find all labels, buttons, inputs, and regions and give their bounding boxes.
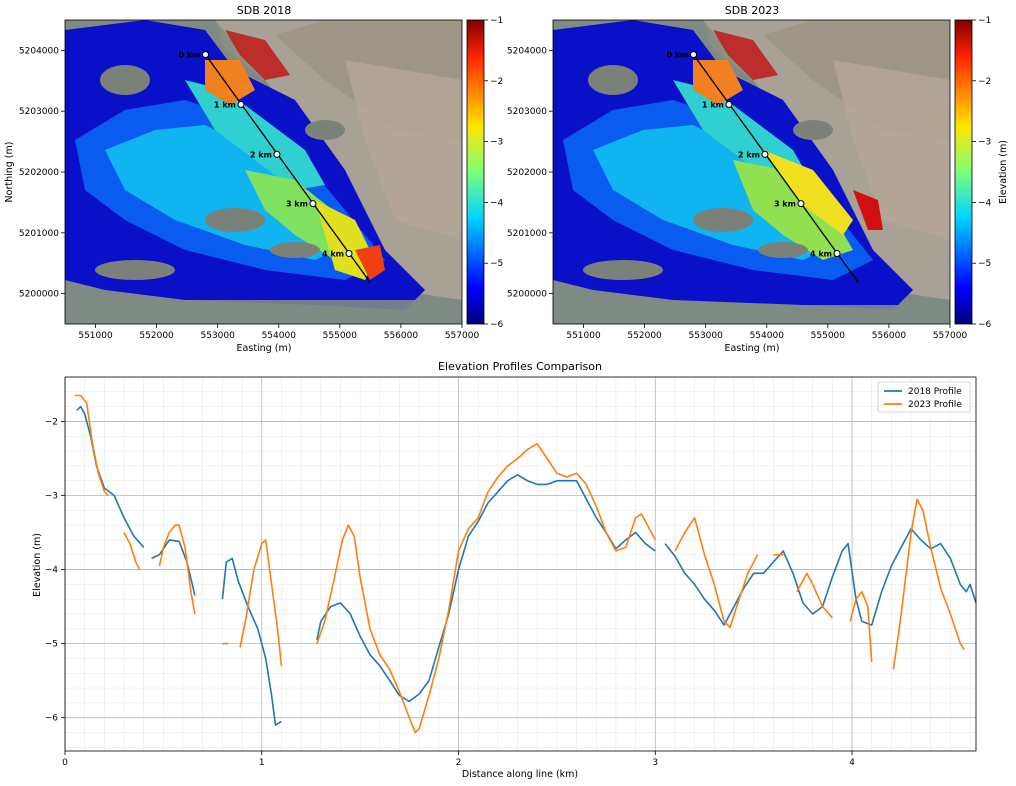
transect-line: 0 km 1 km 2 km 3 km 4 km: [178, 51, 371, 284]
series-line-segment: [123, 532, 141, 570]
x-axis-ticks: 551000 552000 553000 554000 555000 556000 5570…: [78, 324, 479, 341]
series-line-segment: [892, 498, 965, 670]
y-axis-ticks: −2 −3 −4 −5 −6: [45, 417, 65, 724]
series-line-segment: [316, 442, 657, 734]
colorbar-tick-label: −4: [490, 198, 504, 208]
km-marker: [345, 249, 353, 257]
y-axis-label: Northing (m): [4, 142, 15, 203]
x-tick-label: 551000: [78, 331, 113, 341]
y-tick-label: 5203000: [19, 107, 59, 117]
series-line-segment: [239, 539, 283, 666]
colorbar: −1 −2 −3 −4 −5 −6: [466, 16, 504, 330]
plot-frame: [64, 376, 977, 752]
y-tick-label: 5201000: [19, 229, 59, 239]
x-tick-label: 4: [849, 758, 855, 768]
x-tick-label: 557000: [445, 331, 480, 341]
km-marker-label: 0 km: [178, 51, 200, 60]
y-tick-label: 5202000: [19, 168, 59, 178]
colorbar-tick-label: −3: [490, 138, 503, 148]
series-line-segment: [316, 474, 656, 703]
map-image: [65, 20, 462, 324]
legend-label: 2023 Profile: [908, 400, 962, 410]
km-marker-label: 2 km: [250, 150, 272, 159]
transect: [204, 54, 371, 284]
colorbar-tick-label: −6: [490, 320, 504, 330]
colorbar-tick-label: −2: [490, 77, 503, 87]
y-tick-label: −3: [45, 491, 58, 501]
series-line-segment: [74, 394, 109, 497]
x-axis-label: Distance along line (km): [462, 769, 578, 780]
profile-chart: Elevation Profiles Comparison 0 1 2 3 4 −2 −3…: [32, 360, 977, 780]
y-axis-ticks: 5200000 5201000 5202000 5203000 5204000: [19, 46, 65, 300]
y-tick-label: −5: [45, 640, 58, 650]
series-line-segment: [849, 591, 873, 663]
y-tick-label: 5204000: [19, 46, 59, 56]
legend-label: 2018 Profile: [908, 387, 962, 397]
series-2023: [74, 394, 965, 734]
series-line-segment: [796, 572, 833, 619]
km-marker-label: 3 km: [286, 200, 308, 209]
y-tick-label: −6: [45, 714, 59, 724]
km-marker: [237, 101, 245, 109]
y-tick-label: −2: [45, 417, 58, 427]
y-axis-label: Elevation (m): [32, 533, 43, 597]
x-tick-label: 0: [62, 758, 68, 768]
series-line-segment: [221, 557, 282, 726]
grid: [64, 377, 976, 751]
km-marker-label: 4 km: [322, 249, 344, 258]
x-tick-label: 553000: [201, 331, 236, 341]
series-line-segment: [158, 524, 196, 615]
map-sdb-2018: SDB 2018 5510: [4, 4, 504, 354]
profile-title: Elevation Profiles Comparison: [438, 360, 602, 373]
km-marker: [201, 51, 209, 59]
legend: 2018 Profile 2023 Profile: [877, 381, 971, 413]
x-tick-label: 3: [652, 758, 658, 768]
series-2018: [76, 405, 977, 726]
series-lines: [74, 394, 977, 734]
x-tick-label: 556000: [384, 331, 419, 341]
colorbar-scale: [466, 19, 485, 325]
series-line-segment: [76, 405, 145, 548]
series-line-segment: [674, 516, 759, 629]
map-title: SDB 2018: [237, 4, 292, 17]
x-tick-label: 2: [456, 758, 462, 768]
km-marker: [309, 200, 317, 208]
x-axis-label: Easting (m): [237, 343, 292, 354]
y-tick-label: −4: [45, 566, 59, 576]
km-marker: [273, 150, 281, 158]
x-axis-ticks: 0 1 2 3 4: [62, 751, 855, 768]
colorbar-tick-label: −1: [490, 16, 503, 26]
x-tick-label: 555000: [323, 331, 358, 341]
colorbar-tick-label: −5: [490, 259, 503, 269]
km-marker-label: 1 km: [214, 101, 236, 110]
y-tick-label: 5200000: [19, 290, 59, 300]
x-tick-label: 554000: [262, 331, 297, 341]
x-tick-label: 552000: [139, 331, 174, 341]
series-line-segment: [664, 528, 977, 626]
x-tick-label: 1: [259, 758, 265, 768]
